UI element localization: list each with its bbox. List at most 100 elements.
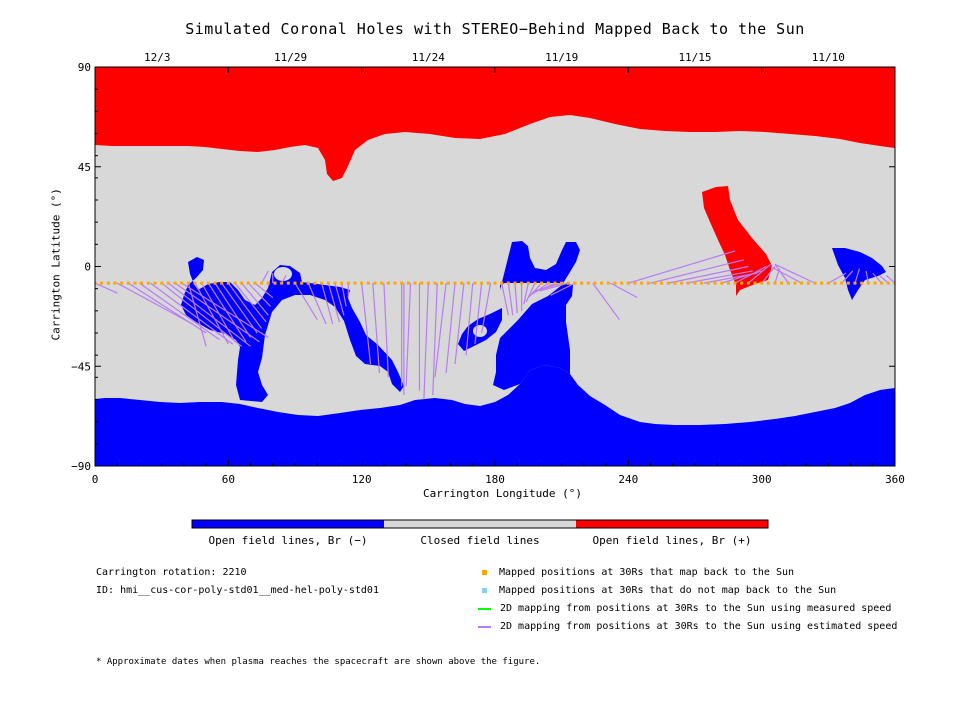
estimated-mapping-line-65 [734,265,767,284]
mapped-point-87 [673,281,677,285]
estimated-mapping-line-49 [523,283,529,305]
mapped-point-16 [200,281,204,285]
mapped-point-112 [840,281,844,285]
colorbar-label-positive: Open field lines, Br (+) [592,534,752,547]
mapped-point-63 [513,281,517,285]
estimated-mapping-line-47 [514,283,518,314]
mapped-point-107 [806,281,810,285]
legend-label-2: 2D mapping from positions at 30Rs to the… [500,603,892,614]
mapped-point-78 [613,281,617,285]
mapped-point-46 [400,281,404,285]
mapped-point-92 [706,281,710,285]
mapped-point-82 [640,281,644,285]
mapped-point-80 [626,281,630,285]
mapped-point-89 [686,281,690,285]
colorbar [191,519,769,529]
mapped-point-56 [466,281,470,285]
mapped-point-11 [166,281,170,285]
mapped-point-72 [573,281,577,285]
rotation-value: 2210 [222,567,247,578]
legend-item-1: Mapped positions at 30Rs that do not map… [478,585,836,596]
mapped-point-64 [520,281,524,285]
estimated-mapping-line-66 [747,263,771,284]
mapped-point-74 [586,281,590,285]
mapped-point-7 [140,281,144,285]
mapped-point-113 [846,281,850,285]
y-tick-label-2: 0 [84,261,91,274]
estimated-mapping-line-17 [241,282,269,316]
y-tick-label-0: 90 [78,61,91,74]
mapped-point-30 [293,281,297,285]
legend-item-0: Mapped positions at 30Rs that map back t… [478,567,794,578]
mapped-point-66 [533,281,537,285]
estimated-mapping-line-50 [525,282,536,303]
mapped-point-68 [546,281,550,285]
date-tick-label-4: 11/15 [678,51,711,64]
mapped-point-41 [366,281,370,285]
colorbar-positive [576,520,768,528]
estimated-mapping-line-10 [194,282,229,345]
mapped-point-83 [646,281,650,285]
colorbar-negative [192,520,384,528]
chart-title: Simulated Coronal Holes with STEREO−Behi… [185,20,805,38]
x-tick-label-1: 60 [222,473,235,486]
mapped-point-90 [693,281,697,285]
mapped-point-22 [240,281,244,285]
mapped-point-52 [440,281,444,285]
mapped-point-75 [593,281,597,285]
estimated-mapping-line-12 [207,282,247,343]
estimated-mapping-line-72 [828,272,847,284]
mapped-point-9 [153,281,157,285]
mapped-point-21 [233,281,237,285]
mapped-point-45 [393,281,397,285]
estimated-mapping-line-23 [294,282,318,321]
x-tick-label-0: 0 [92,473,99,486]
estimated-mapping-line-57 [592,282,620,321]
mapped-point-70 [560,281,564,285]
mapped-point-110 [826,281,830,285]
mapped-point-76 [600,281,604,285]
mapped-point-103 [780,281,784,285]
estimated-mapping-line-43 [474,283,483,345]
estimated-mapping-line-56 [550,282,576,296]
mapped-point-39 [353,281,357,285]
estimated-mapping-line-32 [383,283,389,378]
mapped-point-109 [820,281,824,285]
mapped-point-105 [793,281,797,285]
mapped-point-88 [680,281,684,285]
mapped-point-96 [733,281,737,285]
estimated-mapping-line-15 [227,282,263,329]
mapped-point-91 [700,281,704,285]
estimated-mapping-line-67 [761,266,776,284]
mapped-point-34 [320,281,324,285]
mapped-point-3 [113,281,117,285]
date-tick-label-3: 11/19 [545,51,578,64]
mapped-point-61 [500,281,504,285]
mapped-point-31 [300,281,304,285]
negative-coronal-hole-east [493,241,580,390]
estimated-mapping-line-7 [174,282,260,343]
mapped-point-38 [346,281,350,285]
estimated-mapping-line-24 [307,282,327,325]
mapped-point-35 [326,281,330,285]
mapped-point-67 [540,281,544,285]
estimated-mapping-line-69 [774,263,789,284]
mapped-point-32 [306,281,310,285]
legend-swatch-0 [482,570,487,575]
mapped-point-51 [433,281,437,285]
mapped-point-93 [713,281,717,285]
date-tick-label-2: 11/24 [412,51,445,64]
mapped-point-97 [740,281,744,285]
mapped-point-1 [100,281,104,285]
estimated-mapping-line-39 [434,283,447,378]
mapped-point-24 [253,281,257,285]
mapped-point-65 [526,281,530,285]
mapped-point-71 [566,281,570,285]
mapped-point-15 [193,281,197,285]
estimated-mapping-line-0 [95,282,118,294]
mapped-point-99 [753,281,757,285]
mapped-point-43 [380,281,384,285]
mapped-point-20 [226,281,230,285]
estimated-mapping-line-71 [774,263,816,284]
legend-label-3: 2D mapping from positions at 30Rs to the… [500,621,898,632]
